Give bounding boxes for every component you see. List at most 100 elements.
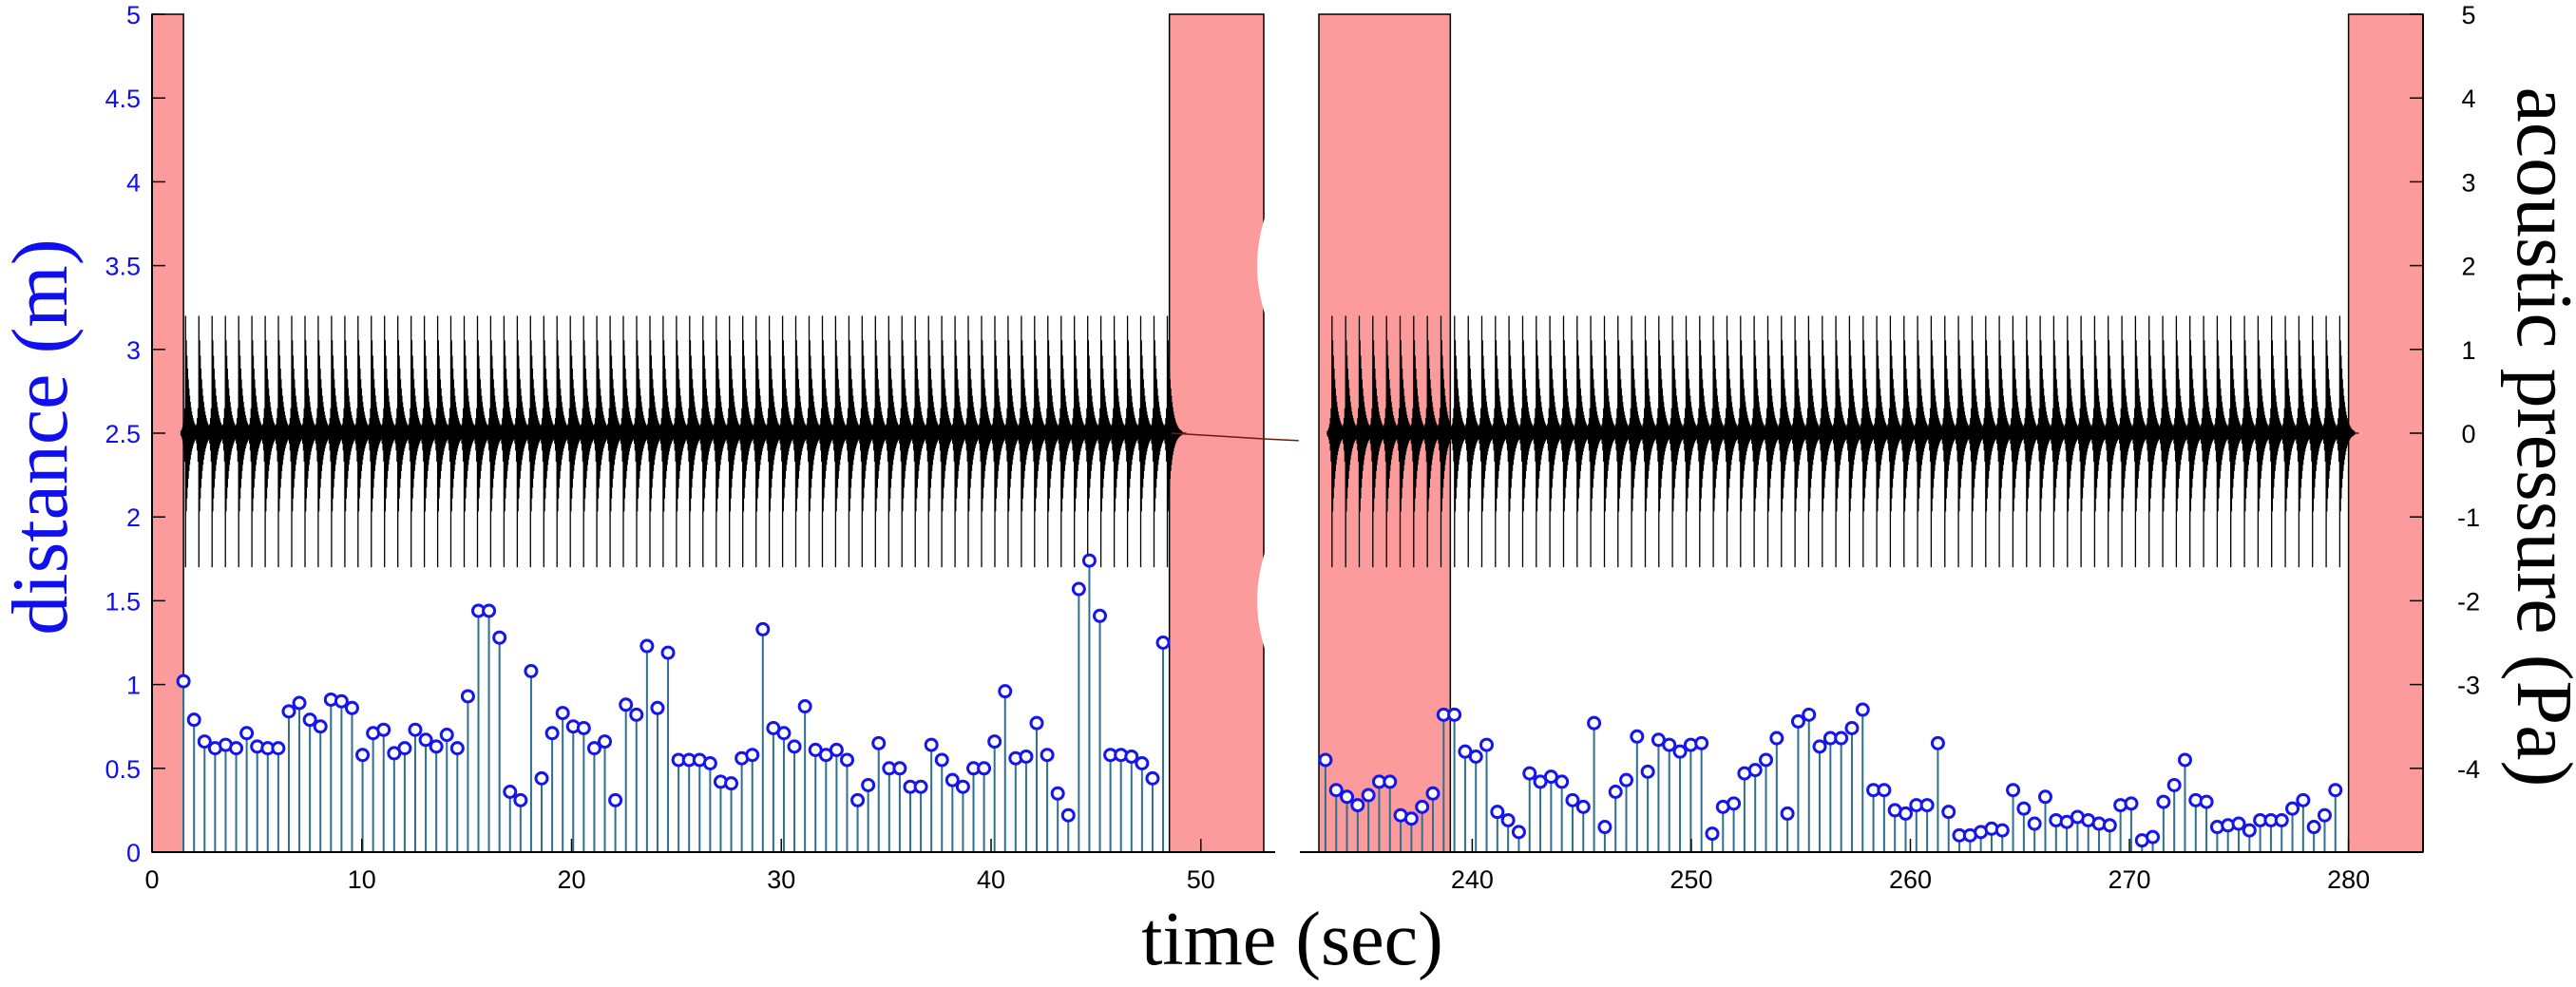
distance-marker bbox=[271, 741, 286, 756]
distance-marker bbox=[2166, 777, 2182, 792]
distance-marker bbox=[1565, 792, 1580, 807]
distance-marker bbox=[1640, 764, 1655, 779]
distance-marker bbox=[524, 663, 539, 678]
distance-marker bbox=[534, 770, 549, 786]
distance-marker bbox=[2102, 818, 2117, 833]
distance-marker bbox=[449, 741, 465, 756]
distance-marker bbox=[1619, 772, 1634, 788]
distance-marker bbox=[2124, 796, 2139, 811]
x-axis-label: time (sec) bbox=[1141, 898, 1443, 981]
distance-marker bbox=[702, 756, 717, 771]
distance-marker bbox=[987, 734, 1002, 750]
distance-marker bbox=[576, 720, 591, 735]
y-tick-label-right: 4 bbox=[2461, 85, 2475, 113]
distance-marker bbox=[2317, 807, 2332, 823]
x-tick-label: 280 bbox=[2327, 865, 2370, 894]
distance-marker bbox=[197, 734, 212, 750]
distance-marker bbox=[787, 739, 802, 754]
distance-marker bbox=[186, 712, 201, 728]
axis-break bbox=[1257, 2, 1315, 863]
distance-marker bbox=[1415, 799, 1430, 814]
distance-marker bbox=[2296, 792, 2311, 807]
y-tick-label-right: 5 bbox=[2461, 1, 2475, 29]
distance-stems bbox=[176, 553, 2343, 852]
distance-marker bbox=[1662, 737, 1677, 752]
x-tick-label: 0 bbox=[144, 865, 159, 894]
y-tick-label-right: -4 bbox=[2457, 755, 2480, 784]
y-tick-label-left: 0.5 bbox=[105, 755, 141, 784]
distance-marker bbox=[1672, 744, 1688, 759]
axes bbox=[151, 13, 2424, 853]
distance-marker bbox=[608, 792, 623, 807]
distance-marker bbox=[934, 752, 949, 768]
distance-marker bbox=[1060, 807, 1076, 823]
y-tick-label-right: 2 bbox=[2461, 253, 2475, 281]
y-tick-label-left: 4 bbox=[126, 168, 141, 197]
distance-marker bbox=[619, 697, 634, 712]
distance-marker bbox=[1930, 735, 1945, 750]
distance-marker bbox=[1040, 748, 1055, 763]
distance-marker bbox=[176, 674, 191, 689]
distance-marker bbox=[1812, 739, 1827, 754]
pressure-signal bbox=[180, 315, 2359, 568]
distance-marker bbox=[1919, 798, 1935, 813]
distance-marker bbox=[292, 695, 307, 711]
distance-marker bbox=[555, 706, 570, 721]
y-tick-label-left: 3 bbox=[126, 336, 141, 365]
distance-marker bbox=[1844, 720, 1860, 735]
distance-marker bbox=[1780, 806, 1795, 821]
distance-marker bbox=[2027, 816, 2042, 831]
distance-marker bbox=[924, 737, 939, 752]
x-tick-label: 20 bbox=[557, 865, 585, 894]
x-tick-label: 40 bbox=[977, 865, 1005, 894]
distance-marker bbox=[1361, 788, 1376, 803]
y-axis-label-left: distance (m) bbox=[0, 238, 85, 636]
distance-marker bbox=[745, 748, 760, 763]
distance-marker bbox=[2199, 794, 2214, 809]
distance-marker bbox=[2146, 829, 2161, 845]
distance-marker bbox=[2306, 820, 2321, 835]
distance-marker bbox=[598, 734, 613, 750]
distance-marker bbox=[797, 699, 812, 714]
distance-marker bbox=[281, 704, 296, 719]
distance-marker bbox=[1994, 823, 2010, 838]
distance-marker bbox=[1479, 737, 1495, 752]
distance-marker bbox=[503, 784, 518, 799]
distance-marker bbox=[1124, 749, 1139, 764]
distance-marker bbox=[1019, 749, 1034, 764]
distance-marker bbox=[1350, 798, 1365, 813]
distance-marker bbox=[1081, 553, 1097, 568]
distance-marker bbox=[2274, 812, 2289, 827]
y-tick-label-right: 0 bbox=[2461, 420, 2475, 448]
distance-marker bbox=[650, 700, 665, 715]
y-tick-label-right: 1 bbox=[2461, 336, 2475, 365]
distance-marker bbox=[2177, 752, 2192, 768]
distance-marker bbox=[376, 722, 391, 737]
distance-marker bbox=[1490, 805, 1505, 820]
distance-marker bbox=[460, 689, 475, 704]
distance-marker bbox=[2242, 823, 2257, 838]
y-axis-label-right: acoustic pressure (Pa) bbox=[2500, 86, 2576, 787]
distance-marker bbox=[1155, 636, 1171, 650]
distance-marker bbox=[1340, 789, 1355, 805]
distance-marker bbox=[1769, 731, 1784, 746]
distance-marker bbox=[629, 707, 644, 722]
distance-marker bbox=[2037, 789, 2052, 805]
distance-marker bbox=[1135, 756, 1150, 771]
x-tick-label: 240 bbox=[1451, 865, 1494, 894]
distance-marker bbox=[892, 761, 907, 776]
distance-marker bbox=[1898, 806, 1913, 821]
distance-marker bbox=[660, 645, 676, 660]
distance-marker bbox=[1727, 796, 1742, 811]
distance-marker bbox=[839, 752, 854, 768]
distance-marker bbox=[1555, 774, 1570, 789]
y-tick-label-left: 1.5 bbox=[105, 587, 141, 616]
distance-marker bbox=[639, 638, 655, 654]
distance-marker bbox=[355, 748, 371, 763]
distance-marker bbox=[1608, 784, 1623, 799]
distance-marker bbox=[1468, 749, 1483, 764]
distance-marker bbox=[1318, 752, 1333, 768]
distance-marker bbox=[1511, 825, 1526, 840]
x-tick-label: 30 bbox=[767, 865, 795, 894]
